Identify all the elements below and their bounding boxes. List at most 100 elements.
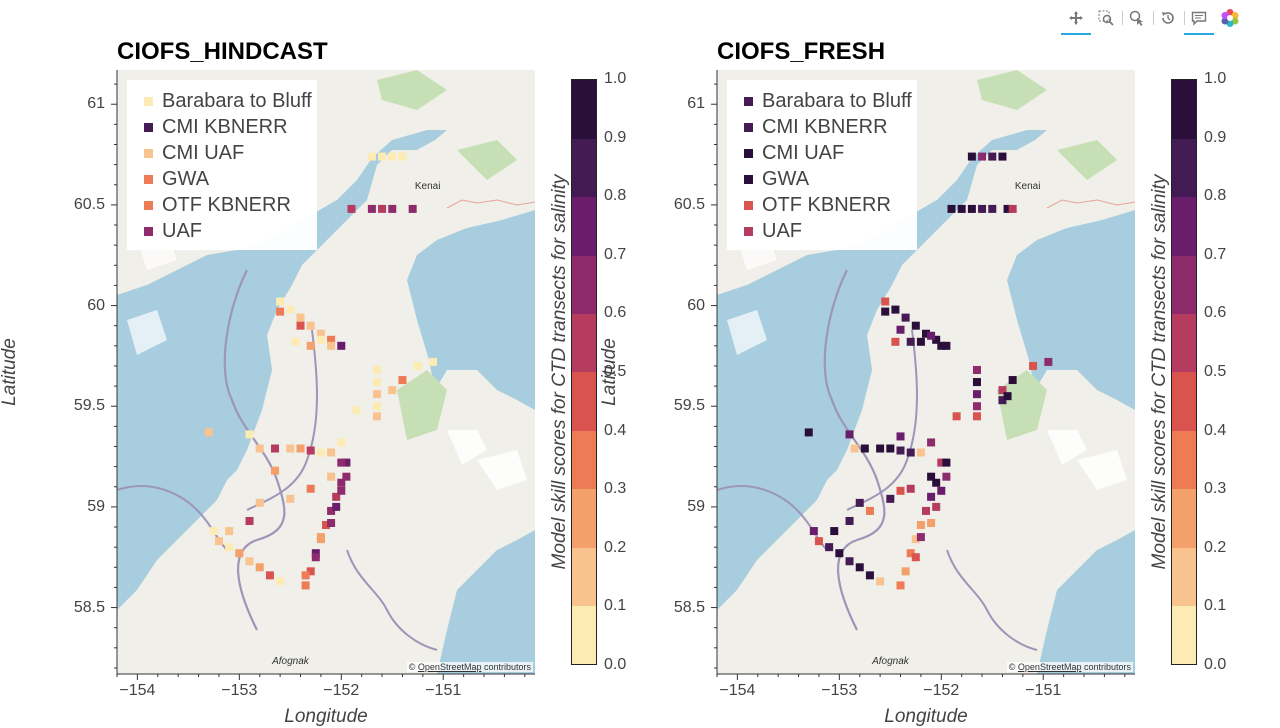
data-point[interactable] [337, 438, 346, 447]
data-point[interactable] [1008, 204, 1017, 213]
data-point[interactable] [372, 412, 381, 421]
data-point[interactable] [367, 152, 376, 161]
reset-tool[interactable] [1157, 7, 1179, 29]
data-point[interactable] [804, 428, 813, 437]
data-point[interactable] [845, 557, 854, 566]
data-point[interactable] [998, 152, 1007, 161]
data-point[interactable] [337, 458, 346, 467]
data-point[interactable] [367, 204, 376, 213]
data-point[interactable] [972, 412, 981, 421]
data-point[interactable] [306, 321, 315, 330]
osm-link[interactable]: OpenStreetMap [417, 662, 482, 672]
data-point[interactable] [1003, 392, 1012, 401]
data-point[interactable] [835, 549, 844, 558]
pan-tool[interactable] [1061, 7, 1091, 35]
data-point[interactable] [881, 307, 890, 316]
data-point[interactable] [972, 365, 981, 374]
data-point[interactable] [937, 341, 946, 350]
data-point[interactable] [316, 533, 325, 542]
data-point[interactable] [296, 321, 305, 330]
data-point[interactable] [825, 543, 834, 552]
data-point[interactable] [255, 498, 264, 507]
data-point[interactable] [271, 466, 280, 475]
data-point[interactable] [398, 152, 407, 161]
data-point[interactable] [327, 519, 336, 527]
data-point[interactable] [886, 444, 895, 453]
data-point[interactable] [214, 537, 223, 546]
data-point[interactable] [906, 337, 915, 346]
data-point[interactable] [876, 577, 885, 586]
data-point[interactable] [388, 204, 397, 213]
legend-item[interactable]: CMI UAF [127, 140, 317, 166]
data-point[interactable] [291, 337, 300, 346]
data-point[interactable] [372, 402, 381, 411]
data-point[interactable] [1029, 361, 1038, 370]
data-point[interactable] [952, 412, 961, 421]
data-point[interactable] [927, 492, 936, 501]
data-point[interactable] [311, 553, 320, 562]
data-point[interactable] [896, 486, 905, 495]
data-point[interactable] [896, 446, 905, 455]
data-point[interactable] [255, 563, 264, 572]
data-point[interactable] [896, 432, 905, 441]
data-point[interactable] [876, 444, 885, 453]
data-point[interactable] [814, 537, 823, 546]
map-fresh[interactable]: KenaiAfognakIsland Barabara to BluffCMI … [717, 70, 1135, 674]
data-point[interactable] [845, 516, 854, 525]
legend-item[interactable]: Barabara to Bluff [127, 88, 317, 114]
data-point[interactable] [352, 406, 361, 415]
data-point[interactable] [998, 386, 1007, 395]
data-point[interactable] [901, 567, 910, 576]
data-point[interactable] [978, 152, 987, 161]
data-point[interactable] [332, 502, 341, 511]
data-point[interactable] [927, 472, 936, 481]
data-point[interactable] [896, 325, 905, 334]
data-point[interactable] [245, 430, 254, 439]
legend-item[interactable]: UAF [127, 218, 317, 244]
data-point[interactable] [276, 307, 285, 316]
data-point[interactable] [255, 444, 264, 453]
data-point[interactable] [967, 204, 976, 213]
data-point[interactable] [972, 378, 981, 387]
data-point[interactable] [927, 438, 936, 447]
legend-item[interactable]: CMI UAF [727, 140, 917, 166]
data-point[interactable] [906, 448, 915, 457]
data-point[interactable] [372, 378, 381, 387]
data-point[interactable] [809, 527, 818, 536]
data-point[interactable] [301, 571, 310, 580]
legend-item[interactable]: Barabara to Bluff [727, 88, 917, 114]
data-point[interactable] [916, 533, 925, 542]
data-point[interactable] [286, 444, 295, 453]
data-point[interactable] [276, 297, 285, 306]
data-point[interactable] [332, 492, 341, 501]
data-point[interactable] [306, 484, 315, 493]
data-point[interactable] [408, 204, 417, 213]
data-point[interactable] [265, 571, 274, 580]
data-point[interactable] [922, 506, 930, 515]
legend-item[interactable]: OTF KBNERR [127, 192, 317, 218]
data-point[interactable] [978, 204, 987, 213]
data-point[interactable] [429, 357, 438, 366]
data-point[interactable] [327, 448, 336, 457]
data-point[interactable] [413, 361, 422, 370]
legend-item[interactable]: OTF KBNERR [727, 192, 917, 218]
data-point[interactable] [347, 204, 356, 213]
data-point[interactable] [855, 563, 864, 572]
data-point[interactable] [967, 152, 976, 161]
data-point[interactable] [855, 498, 864, 507]
data-point[interactable] [1008, 376, 1017, 385]
data-point[interactable] [988, 204, 997, 213]
legend-item[interactable]: GWA [127, 166, 317, 192]
data-point[interactable] [891, 337, 900, 346]
data-point[interactable] [388, 386, 397, 395]
data-point[interactable] [322, 521, 330, 530]
data-point[interactable] [296, 444, 305, 453]
comment-tool[interactable] [1184, 7, 1214, 35]
box-zoom-tool[interactable] [1095, 7, 1117, 29]
data-point[interactable] [865, 506, 874, 515]
data-point[interactable] [916, 448, 925, 457]
data-point[interactable] [881, 297, 890, 306]
data-point[interactable] [342, 472, 351, 481]
data-point[interactable] [937, 486, 946, 495]
data-point[interactable] [306, 446, 315, 455]
